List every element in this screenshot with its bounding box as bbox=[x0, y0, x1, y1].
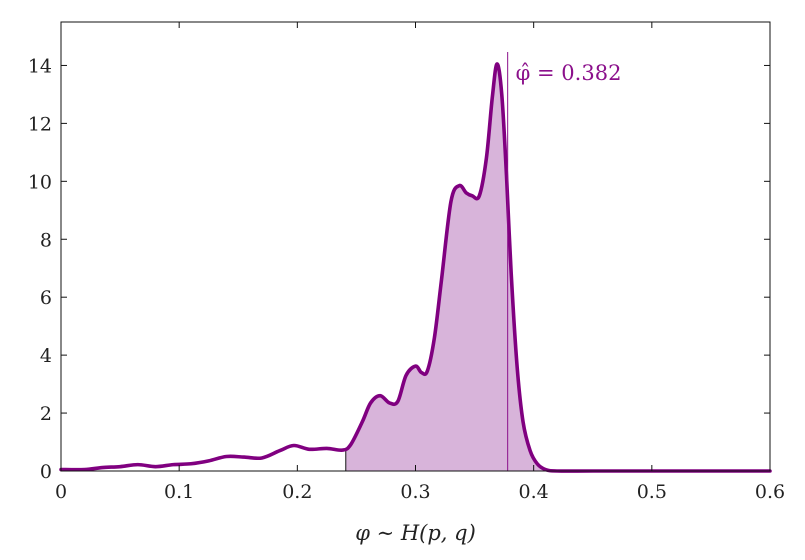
x-tick-label: 0.4 bbox=[519, 481, 549, 503]
x-tick-labels: 0 0.1 0.2 0.3 0.4 0.5 0.6 bbox=[55, 481, 785, 503]
x-tick-label: 0.1 bbox=[164, 481, 194, 503]
y-tick-label: 10 bbox=[28, 171, 52, 193]
y-tick-label: 14 bbox=[28, 55, 52, 77]
density-line-layer bbox=[59, 62, 772, 473]
shaded-area bbox=[345, 63, 546, 471]
axes-layer bbox=[60, 21, 771, 472]
y-tick-label: 12 bbox=[28, 113, 52, 135]
x-axis-label: φ ∼ H(p, q) bbox=[355, 521, 476, 545]
x-tick-label: 0.3 bbox=[400, 481, 430, 503]
density-curve bbox=[59, 62, 772, 473]
shaded-area-layer bbox=[345, 63, 546, 471]
y-tick-label: 4 bbox=[40, 345, 52, 367]
x-tick-label: 0.6 bbox=[755, 481, 785, 503]
x-tick-label: 0.5 bbox=[637, 481, 667, 503]
y-tick-label: 0 bbox=[40, 461, 52, 483]
estimate-annotation: φ̂ = 0.382 bbox=[516, 61, 622, 85]
x-tick-label: 0 bbox=[55, 481, 67, 503]
y-tick-label: 2 bbox=[40, 403, 52, 425]
y-tick-label: 8 bbox=[40, 229, 52, 251]
y-tick-labels: 0 2 4 6 8 10 12 14 bbox=[28, 55, 52, 483]
y-tick-label: 6 bbox=[40, 287, 52, 309]
x-tick-label: 0.2 bbox=[282, 481, 312, 503]
